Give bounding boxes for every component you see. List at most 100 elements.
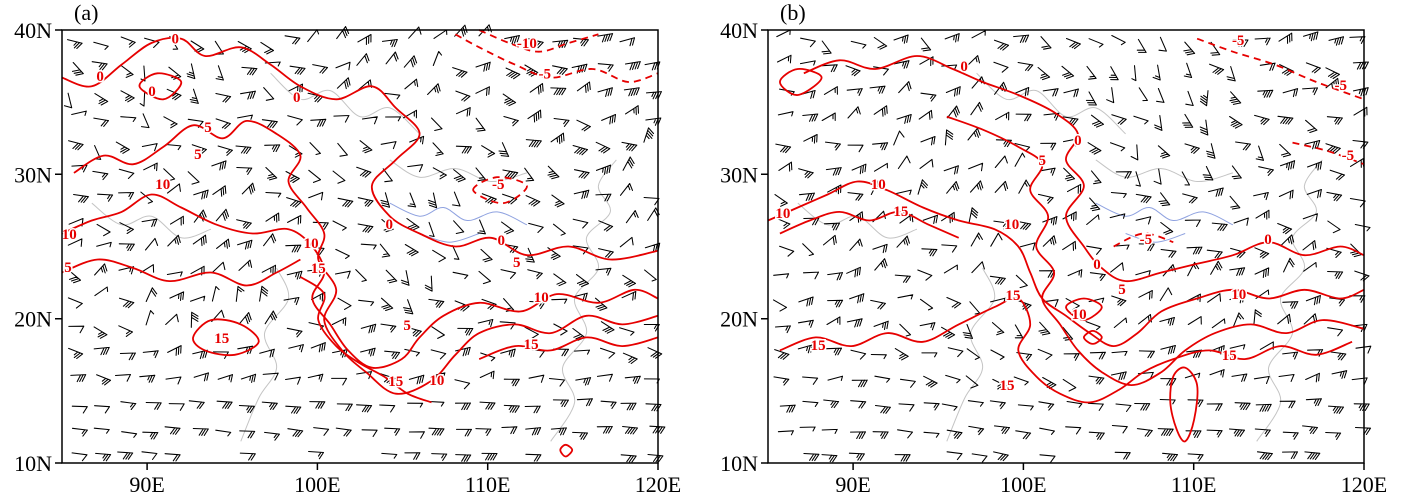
y-axis-tick-label: 20N xyxy=(14,307,52,332)
contour-value-label: 0 xyxy=(498,233,506,249)
contour-value-label: 5 xyxy=(194,147,202,163)
y-axis-tick-label: 30N xyxy=(14,162,52,187)
contour-value-label: 0 xyxy=(148,84,156,100)
coastline-border-path xyxy=(946,267,996,442)
x-axis-tick-label: 100E xyxy=(1000,472,1046,497)
contour-value-label: 10 xyxy=(871,177,886,193)
basemap xyxy=(91,72,617,442)
river-path xyxy=(1095,202,1234,226)
axis-ticks xyxy=(761,29,1365,470)
y-axis-tick-label: 20N xyxy=(720,307,758,332)
contour-value-label: 5 xyxy=(1038,153,1046,169)
contour-line-level-0 xyxy=(61,36,659,261)
coastline-border-path xyxy=(91,202,212,239)
contour-line-level-15 xyxy=(779,210,960,239)
panel-b: (b) -5 0 -5 0 -5 5 10 15 10 10 -5 0 0 5 15 10 10 15 15 15 90… xyxy=(706,0,1412,499)
x-axis-tick-label: 110E xyxy=(465,472,511,497)
y-axis-tick-label: 30N xyxy=(720,162,758,187)
contour-value-label: 0 xyxy=(1074,133,1082,149)
y-axis-tick-label: 10N xyxy=(14,451,52,476)
contour-line-level-5 xyxy=(61,258,301,287)
contour-value-label: 5 xyxy=(64,260,72,276)
contour-value-label: 10 xyxy=(429,373,444,389)
contour-value-label: 5 xyxy=(513,255,521,271)
contour-value-label: 5 xyxy=(204,120,212,136)
contour-line-level--10 xyxy=(478,29,599,53)
coastline-border-path xyxy=(270,72,420,135)
x-axis-tick-label: 90E xyxy=(129,472,164,497)
coastline-border-path xyxy=(976,72,1126,135)
contour-line-level--5 xyxy=(1292,141,1365,166)
contour-line-level-0 xyxy=(138,72,183,101)
contour-value-label: 15 xyxy=(524,337,539,353)
contour-value-label: 0 xyxy=(385,217,393,233)
contour-value-label: 10 xyxy=(534,290,549,306)
contour-value-label: 15 xyxy=(893,204,908,220)
x-axis-tick-label: 120E xyxy=(1341,472,1387,497)
contour-value-label: -10 xyxy=(517,36,537,52)
contour-line-level-0 xyxy=(559,443,574,458)
x-axis-tick-label: 90E xyxy=(835,472,870,497)
contour-value-label: 0 xyxy=(1264,232,1272,248)
contour-value-label: 5 xyxy=(1118,282,1126,298)
plot-frame xyxy=(61,29,659,464)
panel-b-label: (b) xyxy=(780,0,806,25)
contour-value-label: 15 xyxy=(1000,378,1015,394)
x-axis-tick-label: 120E xyxy=(635,472,681,497)
y-axis-tick-label: 40N xyxy=(14,18,52,43)
contour-label-layer: -5 0 -5 0 -5 5 10 15 10 10 -5 0 0 5 15 10 10 15 15 15 xyxy=(774,32,1356,396)
contour-value-label: 10 xyxy=(775,206,790,222)
axes: 90E 100E 110E 120E 40N 30N 20N 10N xyxy=(720,18,1387,497)
contour-line-level-10 xyxy=(767,180,1365,347)
y-axis-tick-label: 40N xyxy=(720,18,758,43)
wind-barbs xyxy=(772,29,1372,463)
wind-barb-layer xyxy=(772,29,1372,463)
coastline-border-path xyxy=(1256,159,1323,442)
wind-barb-layer xyxy=(63,24,666,463)
contour-line-level--5 xyxy=(472,176,528,205)
contour-value-label: 0 xyxy=(960,59,968,75)
contour-line-level-15 xyxy=(1169,366,1199,443)
contour-layer xyxy=(767,37,1365,443)
x-axis-tick-label: 110E xyxy=(1171,472,1217,497)
panel-a-label: (a) xyxy=(74,0,99,25)
contour-line-level--5 xyxy=(454,33,659,83)
contour-value-label: 5 xyxy=(403,318,411,334)
contour-line-level-10 xyxy=(1065,297,1103,321)
contour-value-label: 15 xyxy=(311,261,326,277)
wind-barbs xyxy=(63,24,666,463)
contour-value-label: 15 xyxy=(388,374,403,390)
contour-layer xyxy=(61,29,659,458)
contour-line-level--5 xyxy=(1196,37,1365,101)
contour-value-label: 15 xyxy=(811,338,826,354)
river-path xyxy=(1125,233,1186,243)
contour-value-label: 15 xyxy=(214,331,229,347)
coastline-border-path xyxy=(550,159,617,442)
contour-value-label: 10 xyxy=(1004,217,1019,233)
contour-value-label: -5 xyxy=(1140,232,1153,248)
plot-frame xyxy=(767,29,1365,464)
contour-value-label: -5 xyxy=(539,66,552,82)
contour-value-label: 10 xyxy=(62,227,77,243)
contour-line-level-5 xyxy=(73,119,659,395)
contour-value-label: 15 xyxy=(1222,348,1237,364)
contour-line-level-15 xyxy=(779,296,1353,404)
panel-a: (a) 0 -10 -5 0 0 0 5 5 10 -5 0 10 10 0 5 15 5 10 5 15 15 15 10… xyxy=(0,0,706,499)
contour-value-label: -5 xyxy=(1335,78,1348,94)
coastline-border-path xyxy=(389,159,528,183)
contour-value-label: 10 xyxy=(304,236,319,252)
contour-line-level-15 xyxy=(192,318,260,357)
contour-line-level-0 xyxy=(803,55,1365,283)
axis-ticks xyxy=(55,29,659,470)
x-axis-tick-label: 100E xyxy=(294,472,340,497)
coastline-border-path xyxy=(1095,159,1234,183)
contour-value-label: -5 xyxy=(1232,33,1245,49)
panel-b-map-canvas: -5 0 -5 0 -5 5 10 15 10 10 -5 0 0 5 15 10 10 15 15 15 90E 100… xyxy=(720,18,1387,497)
contour-value-label: 0 xyxy=(96,69,104,85)
contour-value-label: -5 xyxy=(1342,148,1355,164)
river-path xyxy=(389,202,528,226)
contour-value-label: 10 xyxy=(155,177,170,193)
